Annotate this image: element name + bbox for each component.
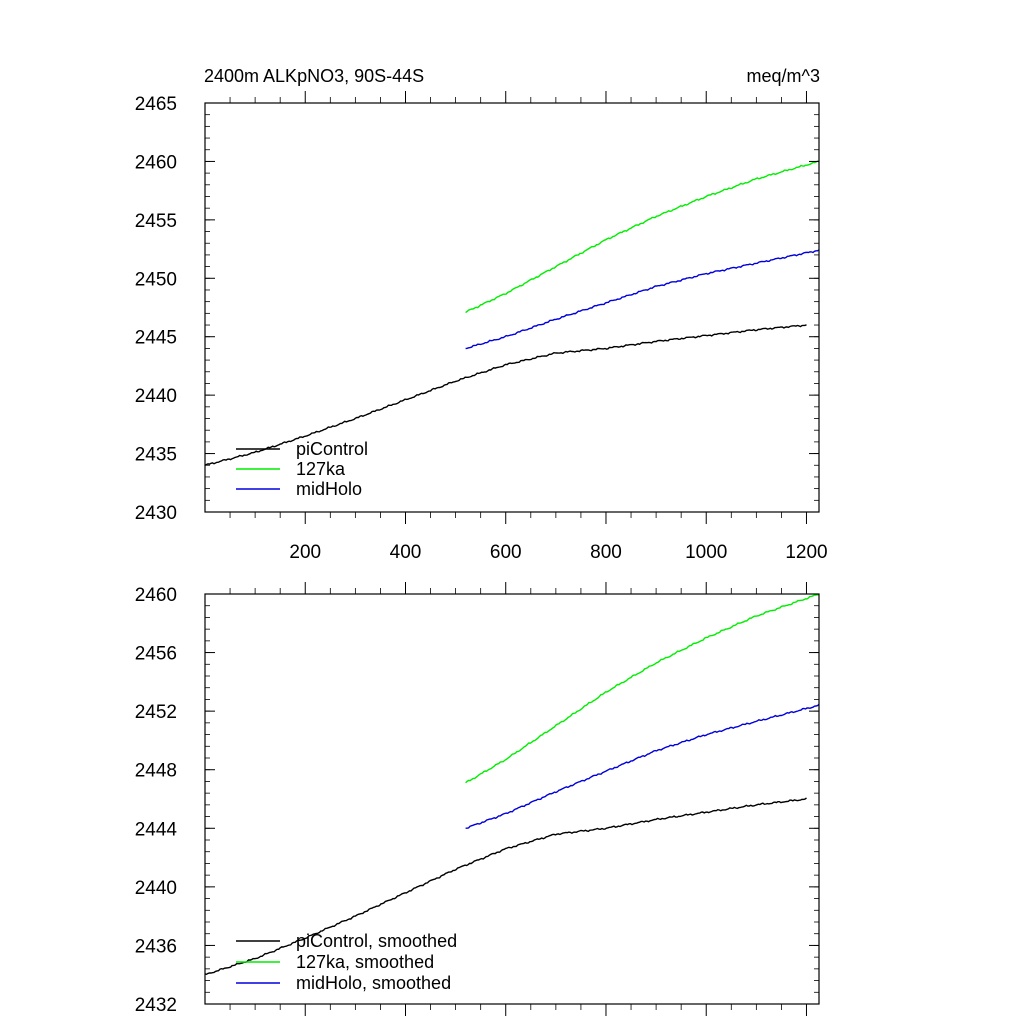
- y-tick-label: 2460: [135, 585, 177, 606]
- y-tick-label: 2440: [135, 878, 177, 899]
- x-tick-label: 200: [289, 542, 321, 563]
- y-tick-label: 2465: [135, 94, 177, 115]
- series-line-picontrol: [204, 324, 807, 466]
- plot-frame: [204, 593, 820, 1005]
- series-line-midholo: [465, 249, 820, 350]
- series-line-127ka: [465, 160, 820, 314]
- y-tick-label: 2440: [135, 386, 177, 407]
- x-tick-label: 800: [590, 542, 622, 563]
- panel-top: 2400m ALKpNO3, 90S-44S meq/m^3 2430 2435 244…: [135, 66, 828, 563]
- chart-title: 2400m ALKpNO3, 90S-44S: [204, 66, 424, 86]
- panel-bottom: 2432 2436 2440 2444 2448 2452 2456 2460 piContro…: [135, 582, 820, 1016]
- y-tick-label: 2435: [135, 445, 177, 466]
- legend-label: midHolo, smoothed: [296, 973, 451, 993]
- y-tick-label: 2460: [135, 152, 177, 173]
- legend-label: 127ka, smoothed: [296, 952, 434, 972]
- legend-label: piControl: [296, 439, 368, 459]
- y-tick-label: 2436: [135, 936, 177, 957]
- x-tick-label: 600: [490, 542, 522, 563]
- plot-frame: [204, 102, 820, 513]
- series-line-127ka: [465, 593, 820, 784]
- legend-label: 127ka: [296, 459, 346, 479]
- y-tick-label: 2444: [135, 819, 178, 840]
- units-label: meq/m^3: [747, 66, 820, 86]
- y-tick-label: 2456: [135, 644, 177, 665]
- y-tick-label: 2432: [135, 995, 177, 1016]
- y-tick-label: 2452: [135, 702, 177, 723]
- series-line-midholo: [465, 703, 820, 829]
- y-tick-label: 2455: [135, 211, 177, 232]
- y-tick-label: 2445: [135, 328, 177, 349]
- x-tick-label: 1200: [785, 542, 827, 563]
- legend-label: midHolo: [296, 479, 362, 499]
- y-tick-label: 2430: [135, 503, 177, 524]
- x-tick-label: 400: [390, 542, 422, 563]
- x-tick-label: 1000: [685, 542, 727, 563]
- y-tick-label: 2450: [135, 269, 177, 290]
- series-line-picontrol: [204, 797, 807, 976]
- y-tick-label: 2448: [135, 761, 177, 782]
- legend-label: piControl, smoothed: [296, 931, 457, 951]
